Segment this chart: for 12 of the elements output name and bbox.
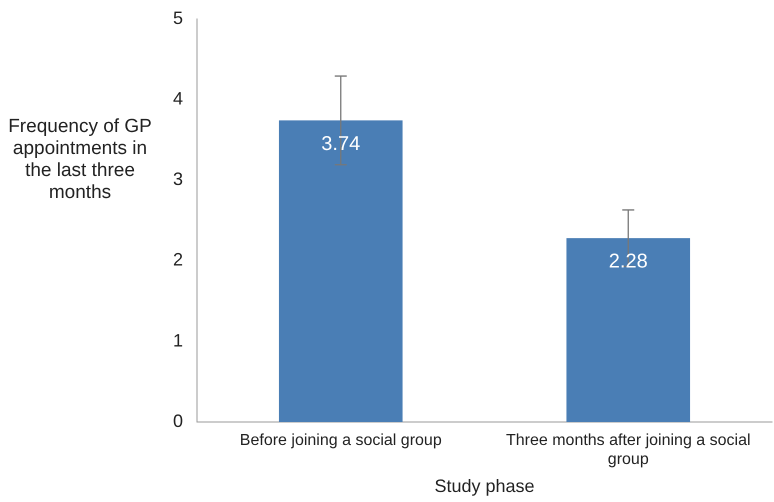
data-label: 2.28: [608, 250, 648, 273]
y-axis-title: Frequency of GP appointments in the last three months: [7, 116, 153, 204]
x-tick-label: Three months after joining a social group: [506, 432, 751, 468]
y-tick-label: 4: [172, 88, 184, 108]
y-tick-label: 2: [172, 250, 184, 270]
y-tick-label: 1: [172, 330, 184, 350]
y-tick-label: 0: [172, 410, 184, 431]
y-tick-label: 5: [172, 8, 184, 28]
x-axis-title: Study phase: [434, 476, 535, 496]
x-tick-label: Before joining a social group: [240, 432, 442, 450]
data-label: 3.74: [321, 132, 360, 155]
y-tick-label: 3: [172, 169, 184, 190]
